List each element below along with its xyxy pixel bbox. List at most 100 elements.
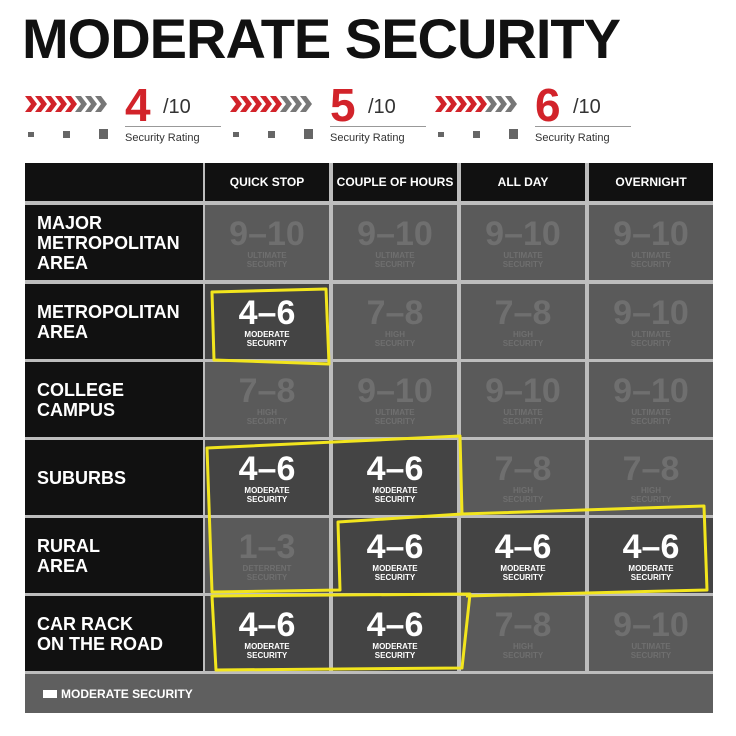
column-header: QUICK STOP (205, 163, 329, 201)
rating-icons (25, 96, 108, 139)
range: 9–10 (613, 605, 689, 644)
rating-cell: 7–8 HIGH SECURITY (461, 440, 585, 515)
range: 4–6 (366, 449, 424, 488)
range-label: HIGH SECURITY (630, 485, 672, 504)
range-label: HIGH SECURITY (502, 485, 544, 504)
rating-rule (125, 126, 221, 127)
rating-cell: 4–6 MODERATE SECURITY (205, 596, 329, 671)
rating-cell: 7–8 HIGH SECURITY (205, 362, 329, 437)
rating-icons (230, 96, 313, 139)
rating-scale: /10 (163, 96, 191, 118)
range: 9–10 (613, 214, 689, 253)
rating-cell: 9–10 ULTIMATE SECURITY (589, 205, 713, 280)
range-label: MODERATE SECURITY (372, 485, 418, 504)
column-header: ALL DAY (461, 163, 585, 201)
range: 4–6 (494, 527, 552, 566)
rating-cell: 9–10 ULTIMATE SECURITY (461, 205, 585, 280)
range-label: MODERATE SECURITY (244, 641, 290, 660)
range-label: ULTIMATE SECURITY (246, 250, 288, 269)
range: 7–8 (622, 449, 680, 488)
highlight-outline (210, 287, 331, 366)
rating-cell: 4–6 MODERATE SECURITY (333, 440, 457, 515)
row-header: SUBURBS (25, 440, 203, 515)
rating-cell: 4–6 MODERATE SECURITY (461, 518, 585, 593)
range-label: HIGH SECURITY (502, 641, 544, 660)
rating-score: 5 (330, 79, 356, 131)
rating-label: Security Rating (330, 132, 405, 144)
range: 4–6 (366, 527, 424, 566)
rating-cell: 7–8 HIGH SECURITY (589, 440, 713, 515)
rating-rule (535, 126, 631, 127)
rating-cell: 9–10 ULTIMATE SECURITY (333, 205, 457, 280)
rating-cell: 9–10 ULTIMATE SECURITY (461, 362, 585, 437)
range-label: ULTIMATE SECURITY (630, 641, 672, 660)
range: 9–10 (357, 214, 433, 253)
highlight-outline (210, 592, 472, 672)
range: 9–10 (485, 214, 561, 253)
row-header: METROPOLITAN AREA (25, 284, 203, 359)
range-label: MODERATE SECURITY (372, 563, 418, 582)
range: 9–10 (613, 371, 689, 410)
range-label: ULTIMATE SECURITY (630, 407, 672, 426)
range: 9–10 (485, 371, 561, 410)
rating-cell: 4–6 MODERATE SECURITY (205, 440, 329, 515)
range-label: DETERRENT SECURITY (242, 563, 292, 582)
range-label: ULTIMATE SECURITY (374, 250, 416, 269)
rating: 6/10 Security Rating (435, 79, 635, 150)
row-header: MAJOR METROPOLITAN AREA (25, 205, 203, 280)
range-label: HIGH SECURITY (246, 407, 288, 426)
rating: 4/10 Security Rating (25, 79, 225, 150)
rating-cell: 9–10 ULTIMATE SECURITY (589, 284, 713, 359)
rating-cell: 7–8 HIGH SECURITY (333, 284, 457, 359)
range: 9–10 (229, 214, 305, 253)
corner (25, 163, 203, 201)
rating-label: Security Rating (535, 132, 610, 144)
range: 7–8 (494, 605, 552, 644)
range-label: ULTIMATE SECURITY (630, 329, 672, 348)
legend-item: MODERATE SECURITY (43, 687, 193, 701)
row-header: COLLEGE CAMPUS (25, 362, 203, 437)
range: 9–10 (357, 371, 433, 410)
rating-cell: 4–6 MODERATE SECURITY (333, 518, 457, 593)
highlight-outline (461, 504, 709, 598)
rating-cell: 9–10 ULTIMATE SECURITY (589, 596, 713, 671)
range-label: MODERATE SECURITY (244, 485, 290, 504)
rating-rule (330, 126, 426, 127)
range: 4–6 (238, 605, 296, 644)
rating-cell: 7–8 HIGH SECURITY (461, 284, 585, 359)
range: 7–8 (366, 293, 424, 332)
range-label: MODERATE SECURITY (628, 563, 674, 582)
range: 4–6 (238, 293, 296, 332)
column-header: OVERNIGHT (589, 163, 713, 201)
security-table: QUICK STOP COUPLE OF HOURS ALL DAY OVERNIGH… (25, 163, 713, 713)
rating-cell: 9–10 ULTIMATE SECURITY (589, 362, 713, 437)
legend: MODERATE SECURITY (25, 674, 713, 713)
rating-cell: 9–10 ULTIMATE SECURITY (333, 362, 457, 437)
rating-cell: 9–10 ULTIMATE SECURITY (205, 205, 329, 280)
range-label: ULTIMATE SECURITY (374, 407, 416, 426)
range: 4–6 (366, 605, 424, 644)
range-label: ULTIMATE SECURITY (502, 250, 544, 269)
range: 4–6 (238, 449, 296, 488)
legend-text: MODERATE SECURITY (61, 686, 193, 701)
legend-swatch (43, 689, 57, 698)
rating-scale: /10 (368, 96, 396, 118)
row-header: RURAL AREA (25, 518, 203, 593)
rating-label: Security Rating (125, 132, 200, 144)
rating-cell: 4–6 MODERATE SECURITY (333, 596, 457, 671)
rating-scale: /10 (573, 96, 601, 118)
title: MODERATE SECURITY (22, 7, 621, 70)
range-label: MODERATE SECURITY (500, 563, 546, 582)
rating: 5/10 Security Rating (230, 79, 430, 150)
range: 7–8 (494, 449, 552, 488)
range-label: MODERATE SECURITY (244, 329, 290, 348)
rating-cell: 7–8 HIGH SECURITY (461, 596, 585, 671)
rating-score: 6 (535, 79, 561, 131)
row-header: CAR RACK ON THE ROAD (25, 596, 203, 671)
range-label: HIGH SECURITY (502, 329, 544, 348)
rating-icons (435, 96, 518, 139)
range: 4–6 (622, 527, 680, 566)
highlight-outline (205, 434, 464, 594)
